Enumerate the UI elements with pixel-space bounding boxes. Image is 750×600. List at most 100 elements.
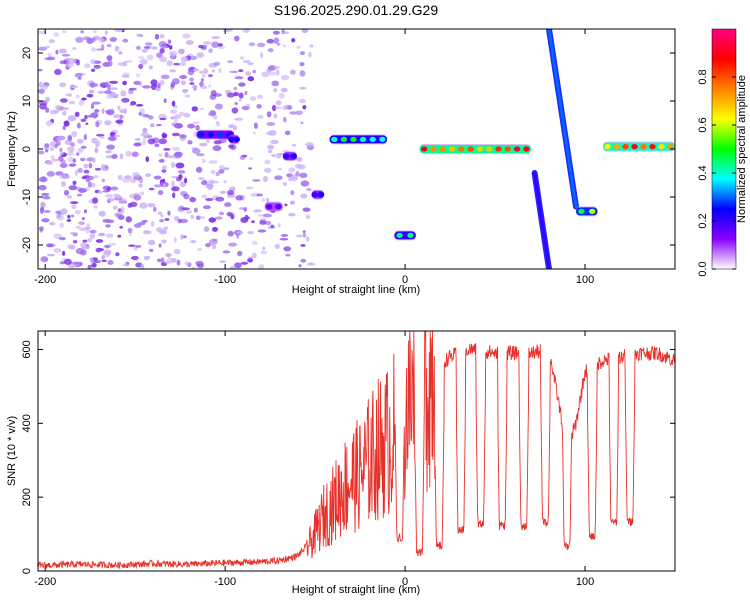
snr-x-axis-label: Height of straight line (km): [292, 584, 420, 596]
noise-blob: [197, 247, 203, 252]
noise-blob: [75, 36, 84, 43]
noise-blob: [297, 164, 306, 170]
noise-blob: [145, 156, 150, 163]
noise-blob: [60, 208, 68, 215]
noise-blob: [226, 92, 235, 98]
noise-blob: [128, 244, 136, 247]
noise-blob: [138, 64, 144, 69]
noise-blob: [238, 98, 242, 102]
noise-blob: [300, 258, 307, 263]
noise-blob: [114, 29, 123, 32]
noise-blob: [96, 133, 105, 137]
noise-blob: [62, 110, 67, 116]
noise-blob: [198, 177, 205, 181]
noise-blob: [284, 203, 288, 207]
segment-peak: [369, 136, 376, 142]
noise-blob: [296, 234, 303, 238]
noise-blob: [236, 233, 240, 239]
noise-blob: [260, 250, 268, 255]
noise-blob: [233, 86, 238, 91]
y-tick-label: -20: [21, 237, 33, 253]
noise-blob: [58, 155, 64, 162]
noise-blob: [274, 243, 280, 249]
noise-blob: [109, 37, 118, 42]
noise-blob: [299, 172, 308, 178]
noise-blob: [242, 29, 250, 33]
noise-blob: [115, 46, 119, 52]
noise-blob: [78, 187, 86, 193]
noise-blob: [159, 117, 167, 121]
noise-blob: [213, 140, 222, 145]
noise-blob: [156, 52, 163, 58]
noise-blob: [141, 220, 148, 223]
noise-blob: [198, 70, 204, 74]
noise-blob: [199, 142, 208, 147]
noise-blob: [142, 85, 151, 89]
segment-peak: [658, 144, 665, 150]
noise-blob: [135, 73, 140, 78]
noise-blob: [84, 63, 91, 68]
noise-blob: [276, 42, 281, 46]
noise-blob: [178, 111, 185, 117]
segment-peak: [649, 144, 656, 150]
noise-blob: [208, 217, 217, 223]
noise-blob: [110, 186, 119, 191]
noise-blob: [57, 215, 64, 221]
snr-y-axis-label: SNR (10 * v/v): [6, 416, 18, 486]
noise-blob: [121, 97, 130, 103]
noise-blob: [94, 109, 100, 113]
noise-blob: [234, 117, 244, 121]
noise-blob: [72, 240, 78, 244]
segment-peak: [407, 232, 414, 238]
noise-blob: [89, 229, 97, 234]
noise-blob: [284, 130, 291, 136]
noise-blob: [171, 175, 179, 179]
noise-blob: [265, 197, 270, 203]
noise-blob: [191, 148, 201, 154]
noise-blob: [53, 248, 62, 253]
noise-blob: [218, 43, 223, 47]
noise-blob: [133, 142, 142, 147]
noise-blob: [222, 250, 231, 254]
noise-blob: [115, 213, 123, 218]
noise-blob: [49, 221, 56, 226]
segment-peak: [359, 136, 367, 142]
noise-blob: [257, 94, 263, 100]
noise-blob: [113, 134, 121, 138]
noise-blob: [148, 187, 155, 191]
noise-blob: [227, 60, 234, 64]
noise-blob: [71, 130, 78, 138]
noise-blob: [38, 81, 43, 88]
noise-blob: [107, 86, 111, 91]
noise-blob: [262, 246, 266, 251]
noise-blob: [93, 29, 97, 34]
colorbar-tick-label: 0.4: [697, 165, 709, 180]
noise-blob: [58, 48, 67, 54]
noise-blob: [229, 186, 236, 191]
noise-blob: [100, 136, 105, 139]
noise-blob: [244, 90, 248, 96]
noise-blob: [62, 250, 66, 256]
noise-blob: [139, 191, 145, 196]
x-tick-label: 0: [402, 274, 408, 286]
noise-blob: [135, 245, 142, 248]
noise-blob: [201, 194, 208, 199]
noise-blob: [275, 100, 282, 106]
noise-blob: [141, 48, 148, 53]
noise-blob: [78, 99, 85, 106]
noise-blob: [202, 205, 211, 210]
noise-blob: [59, 261, 65, 265]
noise-blob: [104, 120, 112, 126]
noise-blob: [152, 206, 157, 212]
noise-blob: [261, 198, 265, 202]
noise-blob: [260, 52, 264, 59]
noise-blob: [302, 230, 306, 234]
y-tick-label: 600: [21, 340, 33, 358]
noise-blob: [45, 161, 54, 165]
noise-blob: [104, 30, 108, 35]
noise-blob: [193, 68, 200, 72]
noise-blob: [102, 190, 110, 193]
noise-blob: [81, 217, 85, 221]
noise-blob: [264, 159, 271, 165]
noise-blob: [81, 97, 87, 101]
